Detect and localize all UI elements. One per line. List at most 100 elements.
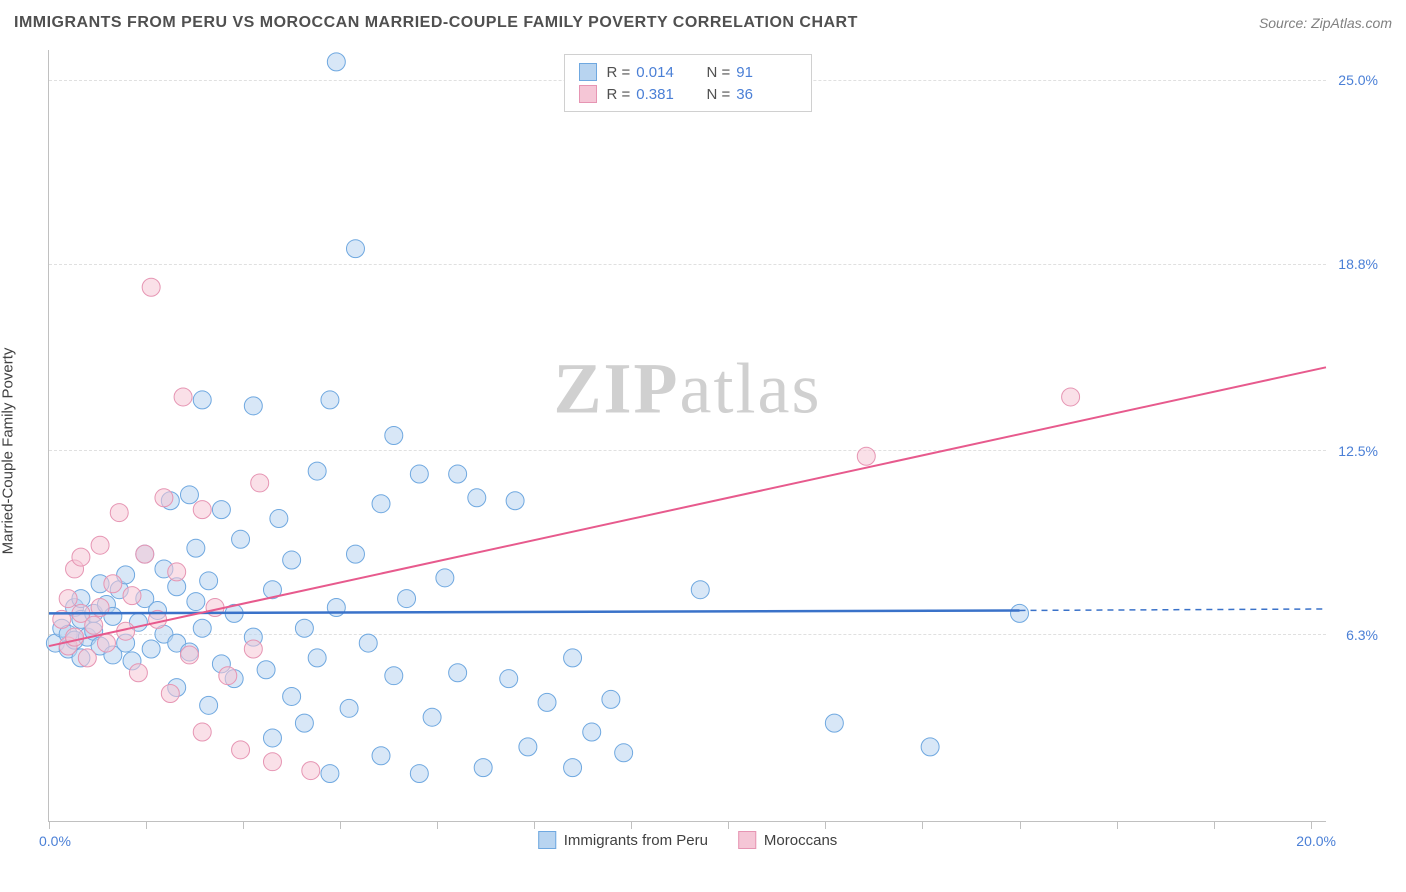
scatter-point-peru bbox=[232, 530, 250, 548]
scatter-point-moroccans bbox=[97, 634, 115, 652]
y-tick-label: 18.8% bbox=[1338, 256, 1378, 272]
x-tick bbox=[825, 821, 826, 829]
x-tick bbox=[922, 821, 923, 829]
source-prefix: Source: bbox=[1259, 15, 1311, 31]
scatter-point-moroccans bbox=[1062, 388, 1080, 406]
scatter-point-peru bbox=[1011, 604, 1029, 622]
scatter-point-peru bbox=[340, 699, 358, 717]
scatter-point-peru bbox=[295, 714, 313, 732]
scatter-point-peru bbox=[193, 391, 211, 409]
scatter-point-peru bbox=[283, 687, 301, 705]
legend-correlation-row-peru: R =0.014N =91 bbox=[579, 61, 797, 83]
scatter-point-peru bbox=[142, 640, 160, 658]
legend-series-label: Moroccans bbox=[764, 832, 837, 849]
scatter-point-peru bbox=[449, 664, 467, 682]
scatter-point-moroccans bbox=[161, 685, 179, 703]
plot-svg bbox=[49, 50, 1326, 821]
scatter-point-peru bbox=[263, 729, 281, 747]
scatter-point-peru bbox=[212, 501, 230, 519]
legend-series-label: Immigrants from Peru bbox=[564, 832, 708, 849]
legend-r-stat: R =0.014 bbox=[607, 64, 697, 81]
scatter-point-peru bbox=[436, 569, 454, 587]
scatter-point-peru bbox=[538, 693, 556, 711]
scatter-point-moroccans bbox=[168, 563, 186, 581]
scatter-point-peru bbox=[372, 747, 390, 765]
scatter-point-moroccans bbox=[72, 548, 90, 566]
source-name: ZipAtlas.com bbox=[1311, 15, 1392, 31]
scatter-point-moroccans bbox=[104, 575, 122, 593]
scatter-point-moroccans bbox=[136, 545, 154, 563]
y-axis-label: Married-Couple Family Poverty bbox=[0, 348, 17, 555]
scatter-point-moroccans bbox=[142, 278, 160, 296]
scatter-point-peru bbox=[257, 661, 275, 679]
scatter-point-peru bbox=[691, 581, 709, 599]
trendline-moroccans bbox=[49, 367, 1326, 646]
x-tick bbox=[728, 821, 729, 829]
scatter-point-peru bbox=[449, 465, 467, 483]
legend-swatch-icon bbox=[538, 831, 556, 849]
scatter-point-peru bbox=[921, 738, 939, 756]
scatter-point-peru bbox=[321, 765, 339, 783]
x-axis-max-label: 20.0% bbox=[1296, 833, 1336, 849]
scatter-point-peru bbox=[180, 486, 198, 504]
legend-n-stat: N =36 bbox=[707, 86, 797, 103]
x-tick bbox=[1117, 821, 1118, 829]
scatter-point-peru bbox=[308, 649, 326, 667]
scatter-point-peru bbox=[385, 667, 403, 685]
chart-header: IMMIGRANTS FROM PERU VS MOROCCAN MARRIED… bbox=[14, 14, 1392, 32]
scatter-point-moroccans bbox=[219, 667, 237, 685]
scatter-point-peru bbox=[398, 590, 416, 608]
x-tick bbox=[243, 821, 244, 829]
scatter-point-peru bbox=[359, 634, 377, 652]
legend-series-item-moroccans: Moroccans bbox=[738, 831, 837, 849]
scatter-point-peru bbox=[270, 510, 288, 528]
scatter-point-moroccans bbox=[263, 753, 281, 771]
x-tick bbox=[49, 821, 50, 829]
scatter-point-peru bbox=[500, 670, 518, 688]
scatter-point-peru bbox=[474, 759, 492, 777]
scatter-point-peru bbox=[519, 738, 537, 756]
scatter-point-peru bbox=[410, 765, 428, 783]
scatter-point-moroccans bbox=[59, 590, 77, 608]
scatter-point-peru bbox=[602, 690, 620, 708]
scatter-point-peru bbox=[564, 759, 582, 777]
scatter-point-peru bbox=[193, 619, 211, 637]
scatter-point-peru bbox=[825, 714, 843, 732]
legend-series: Immigrants from Peru Moroccans bbox=[538, 831, 838, 849]
scatter-point-moroccans bbox=[193, 723, 211, 741]
scatter-point-moroccans bbox=[180, 646, 198, 664]
y-tick-label: 6.3% bbox=[1346, 627, 1378, 643]
legend-series-item-peru: Immigrants from Peru bbox=[538, 831, 708, 849]
scatter-point-moroccans bbox=[174, 388, 192, 406]
x-tick bbox=[534, 821, 535, 829]
scatter-point-peru bbox=[410, 465, 428, 483]
x-tick bbox=[340, 821, 341, 829]
scatter-point-peru bbox=[615, 744, 633, 762]
scatter-point-peru bbox=[200, 696, 218, 714]
x-tick bbox=[437, 821, 438, 829]
legend-correlation-box: R =0.014N =91 R =0.381 N =36 bbox=[564, 54, 812, 112]
legend-swatch-icon bbox=[579, 63, 597, 81]
scatter-point-peru bbox=[468, 489, 486, 507]
scatter-point-peru bbox=[295, 619, 313, 637]
scatter-point-peru bbox=[372, 495, 390, 513]
scatter-point-moroccans bbox=[110, 504, 128, 522]
scatter-point-peru bbox=[564, 649, 582, 667]
scatter-point-moroccans bbox=[193, 501, 211, 519]
plot-region: ZIPatlas 0.0% 20.0% R =0.014N =91R =0.38… bbox=[48, 50, 1326, 822]
y-tick-label: 12.5% bbox=[1338, 443, 1378, 459]
scatter-point-peru bbox=[200, 572, 218, 590]
legend-correlation-row-moroccans: R =0.381 N =36 bbox=[579, 83, 797, 105]
scatter-point-moroccans bbox=[91, 536, 109, 554]
scatter-point-peru bbox=[423, 708, 441, 726]
legend-r-stat: R =0.381 bbox=[607, 86, 697, 103]
scatter-point-peru bbox=[283, 551, 301, 569]
x-axis-min-label: 0.0% bbox=[39, 833, 71, 849]
trendline-dashed-peru bbox=[1020, 609, 1326, 610]
x-tick bbox=[631, 821, 632, 829]
legend-swatch-icon bbox=[579, 85, 597, 103]
scatter-point-moroccans bbox=[78, 649, 96, 667]
scatter-point-moroccans bbox=[244, 640, 262, 658]
scatter-point-moroccans bbox=[232, 741, 250, 759]
scatter-point-moroccans bbox=[129, 664, 147, 682]
